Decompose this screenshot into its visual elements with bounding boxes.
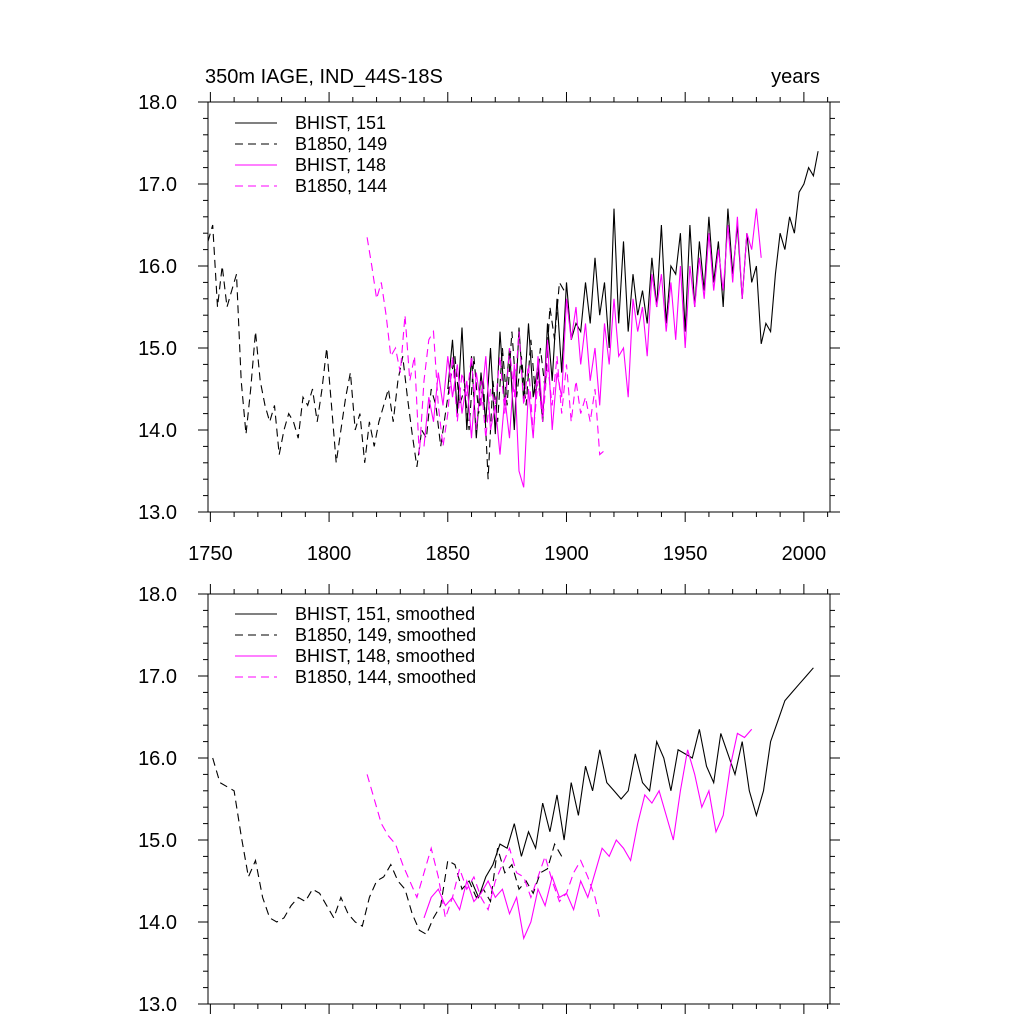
units-label: years [771,66,820,88]
series-line-bhist-151-smoothed [470,667,814,899]
x-tick-label: 1900 [544,543,589,565]
y-tick-label: 14.0 [138,912,177,934]
y-tick-label: 17.0 [138,174,177,196]
legend-label: BHIST, 151 [295,113,386,133]
x-tick-label: 1950 [663,543,708,565]
legend-label: B1850, 149 [295,134,387,154]
y-tick-label: 15.0 [138,830,177,852]
series-line-b1850-149-smoothed [212,757,563,936]
legend-label: B1850, 144, smoothed [295,667,476,687]
x-tick-label: 1850 [426,543,471,565]
x-tick-label: 1750 [188,543,233,565]
top-panel: 1750 1800 1850 1900 1950 2000 13.0 14.0 15.0 16.0… [138,92,840,565]
y-tick-label: 16.0 [138,256,177,278]
x-tick-label: 2000 [782,543,827,565]
series-line-bhist-148-smoothed [423,728,753,941]
series-line-b1850-149 [208,224,565,480]
series-line-b1850-144 [366,237,605,456]
legend-label: BHIST, 151, smoothed [295,604,475,624]
x-tick-label: 1800 [307,543,352,565]
legend-label: BHIST, 148, smoothed [295,646,475,666]
y-tick-label: 14.0 [138,420,177,442]
legend-label: B1850, 144 [295,176,387,196]
y-tick-label: 13.0 [138,502,177,524]
y-tick-label: 18.0 [138,92,177,114]
legend-label: B1850, 149, smoothed [295,625,476,645]
y-tick-label: 15.0 [138,338,177,360]
y-tick-label: 13.0 [138,994,177,1016]
bottom-panel: 13.0 14.0 15.0 16.0 17.0 18.0 BHIST, 151, smoo… [138,584,840,1016]
y-tick-label: 17.0 [138,666,177,688]
y-tick-label: 16.0 [138,748,177,770]
legend-label: BHIST, 148 [295,155,386,175]
series-line-b1850-144-smoothed [366,774,601,919]
y-tick-label: 18.0 [138,584,177,606]
series-line-bhist-148 [423,208,762,488]
chart-title: 350m IAGE, IND_44S-18S [205,66,443,88]
series-line-bhist-151 [447,151,819,439]
